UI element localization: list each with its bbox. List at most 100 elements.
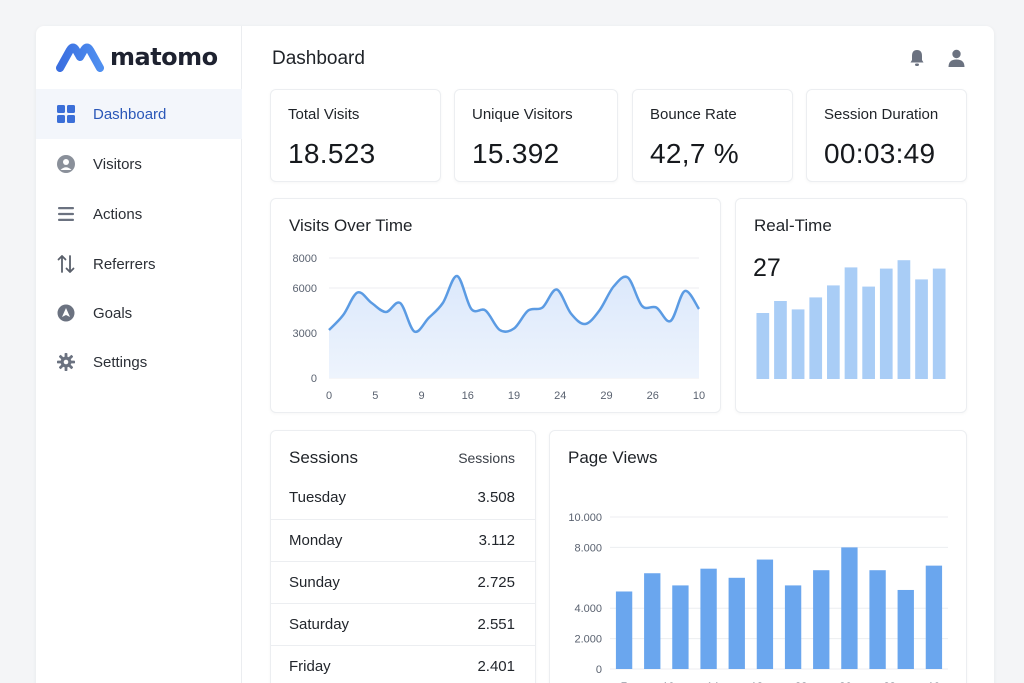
x-tick-label: 29 [600, 390, 612, 402]
arrows-updown-icon [56, 254, 76, 274]
page-views-bar [728, 577, 745, 669]
card-title: Page Views [568, 448, 658, 467]
gear-icon [56, 352, 76, 372]
main-content: Dashboard Total Visits 18.523 Unique Vis… [242, 26, 994, 683]
realtime-bar [774, 301, 787, 379]
x-tick-label: 18 [751, 681, 763, 683]
page-views-bar [813, 570, 830, 669]
page-views-bar [925, 565, 943, 669]
grid-icon [56, 104, 76, 124]
kpi-label: Unique Visitors [472, 106, 573, 123]
y-tick-label: 6000 [293, 283, 317, 295]
sessions-column-header: Sessions [458, 450, 515, 466]
y-tick-label: 0 [311, 373, 317, 385]
sidebar-item-referrers[interactable]: Referrers [36, 239, 242, 289]
page-views-bar [784, 585, 802, 669]
sidebar-item-label: Settings [93, 353, 148, 371]
page-views-card: Page Views 10.000 8.000 4.000 2.000 0 7 10 14 18… [549, 430, 967, 683]
y-tick-label: 10.000 [568, 512, 602, 524]
real-time-card: Real-Time 27 [735, 198, 967, 413]
x-tick-label: 16 [462, 390, 474, 402]
realtime-count: 27 [753, 254, 781, 282]
table-row[interactable]: Saturday 2.551 [271, 603, 535, 645]
x-tick-label: 0 [326, 390, 332, 402]
visits-line [328, 274, 701, 334]
kpi-value: 42,7 % [650, 138, 739, 169]
sidebar-item-label: Goals [93, 304, 133, 322]
kpi-value: 18.523 [288, 138, 376, 169]
x-tick-label: 10 [693, 390, 705, 402]
app-window: matomo Dashboard Visitors Actions [36, 26, 994, 683]
bell-icon[interactable] [908, 48, 926, 68]
realtime-bar [756, 313, 770, 379]
card-title: Sessions [289, 448, 358, 467]
x-tick-label: 7 [621, 681, 627, 683]
card-title: Real-Time [754, 216, 832, 235]
card-title: Visits Over Time [289, 216, 413, 235]
real-time-chart [756, 260, 946, 379]
user-icon[interactable] [947, 48, 965, 68]
sidebar-item-dashboard[interactable]: Dashboard [36, 89, 242, 139]
kpi-card-bounce-rate: Bounce Rate 42,7 % [632, 89, 793, 182]
list-icon [56, 204, 76, 224]
x-tick-label: 5 [372, 390, 378, 402]
table-row[interactable]: Tuesday 3.508 [271, 477, 535, 519]
realtime-bar [932, 268, 946, 379]
x-tick-label: 26 [839, 681, 851, 683]
page-views-bar [897, 589, 914, 669]
row-day: Monday [289, 532, 343, 549]
x-tick-label: 10 [928, 681, 940, 683]
realtime-bar [844, 267, 858, 379]
y-tick-label: 4.000 [574, 603, 602, 615]
page-views-bar [869, 570, 886, 669]
matomo-logo[interactable]: matomo [56, 42, 218, 72]
goal-icon [56, 303, 76, 323]
kpi-label: Total Visits [288, 106, 360, 123]
sidebar-item-label: Dashboard [93, 105, 167, 123]
row-value: 2.551 [477, 616, 515, 633]
table-row[interactable]: Monday 3.112 [271, 519, 535, 561]
row-day: Saturday [289, 616, 350, 633]
realtime-bar [897, 260, 911, 379]
matomo-logo-icon [56, 43, 104, 72]
y-tick-label: 8.000 [574, 542, 602, 554]
sidebar-item-goals[interactable]: Goals [36, 288, 242, 338]
realtime-bar [791, 309, 805, 379]
row-value: 2.401 [477, 658, 515, 675]
sidebar-item-label: Actions [93, 205, 143, 223]
table-row[interactable]: Sunday 2.725 [271, 561, 535, 603]
sidebar-item-visitors[interactable]: Visitors [36, 139, 242, 189]
sidebar-item-settings[interactable]: Settings [36, 337, 242, 387]
kpi-value: 15.392 [472, 138, 560, 169]
realtime-bar [915, 279, 928, 379]
realtime-bar [809, 297, 823, 379]
kpi-card-session-duration: Session Duration 00:03:49 [806, 89, 967, 182]
sidebar: matomo Dashboard Visitors Actions [36, 26, 242, 683]
user-circle-icon [56, 154, 76, 174]
y-tick-label: 3000 [293, 328, 317, 340]
sidebar-item-label: Visitors [93, 155, 142, 173]
page-views-bar [700, 568, 717, 669]
row-value: 3.112 [478, 532, 515, 549]
realtime-bar [827, 285, 840, 379]
row-day: Sunday [289, 574, 340, 591]
page-views-chart: 10.000 8.000 4.000 2.000 0 7 10 14 18 22 26 28 10 [568, 512, 948, 683]
page-title: Dashboard [272, 48, 365, 69]
y-tick-label: 2.000 [574, 634, 602, 646]
row-value: 2.725 [477, 574, 515, 591]
visits-over-time-card: Visits Over Time 8000 6000 3000 0 0 5 9 16 19 24 2… [270, 198, 721, 413]
realtime-bar [862, 286, 875, 379]
page-views-bar [672, 585, 689, 669]
x-tick-label: 28 [884, 681, 896, 683]
x-tick-label: 9 [418, 390, 424, 402]
sidebar-item-actions[interactable]: Actions [36, 189, 242, 239]
row-day: Friday [289, 658, 331, 675]
table-row[interactable]: Friday 2.401 [271, 645, 535, 683]
visits-area [329, 275, 699, 378]
page-views-bar [841, 547, 858, 669]
kpi-label: Bounce Rate [650, 106, 737, 123]
row-day: Tuesday [289, 489, 346, 506]
x-tick-label: 19 [508, 390, 520, 402]
kpi-value: 00:03:49 [824, 138, 936, 169]
x-tick-label: 26 [647, 390, 659, 402]
